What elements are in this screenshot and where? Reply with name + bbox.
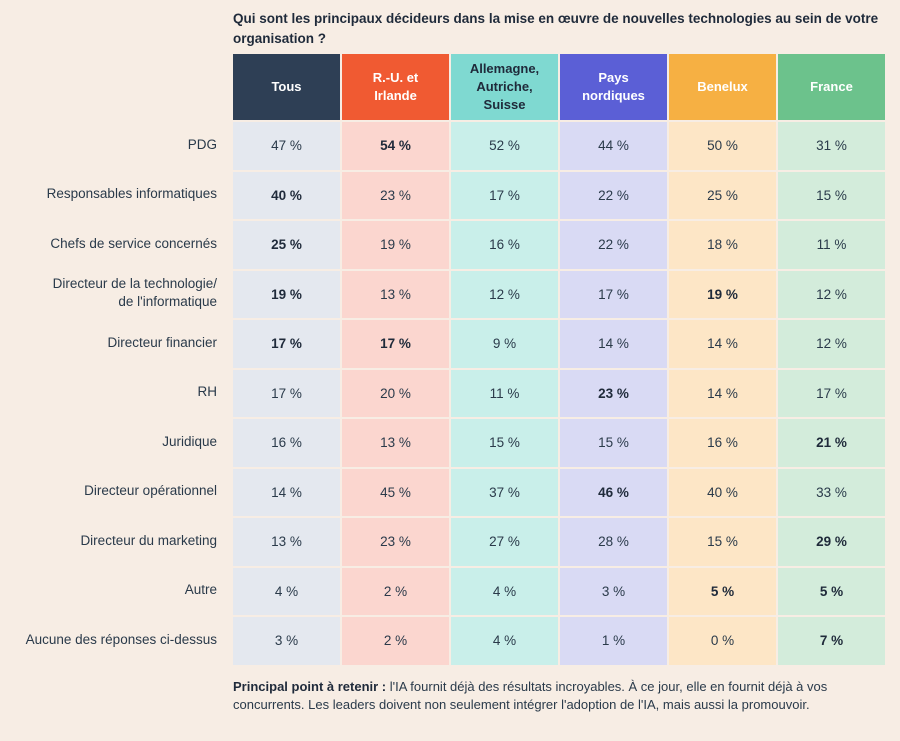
row-label: Directeur de la technologie/ de l'inform… [52, 276, 217, 310]
row-label: PDG [187, 136, 217, 152]
takeaway-text: l'IA fournit déjà des résultats incroyab… [233, 679, 828, 712]
table-cell: 14 % [560, 320, 667, 368]
table-cell: 16 % [233, 419, 340, 467]
table-cell: 23 % [342, 171, 449, 219]
row-label: Aucune des réponses ci-dessus [25, 631, 217, 647]
table-cell: 19 % [669, 270, 776, 318]
table-cell: 2 % [342, 567, 449, 615]
table-cell: 50 % [669, 122, 776, 170]
table-cell: 22 % [560, 221, 667, 269]
table-cell: 15 % [669, 518, 776, 566]
row-label: Autre [184, 582, 217, 598]
table-cell: 7 % [778, 617, 885, 665]
table-cell: 0 % [669, 617, 776, 665]
table-cell: 19 % [233, 270, 340, 318]
table-cell: 12 % [778, 270, 885, 318]
table-cell: 4 % [451, 567, 558, 615]
row-label: RH [197, 384, 218, 400]
table-cell: 17 % [560, 270, 667, 318]
column-header: Tous [233, 54, 340, 120]
table-cell: 29 % [778, 518, 885, 566]
table-cell: 25 % [233, 221, 340, 269]
row-label: Directeur du marketing [80, 532, 217, 548]
table-cell: 15 % [560, 419, 667, 467]
table-cell: 15 % [778, 171, 885, 219]
table-cell: 18 % [669, 221, 776, 269]
table-cell: 14 % [669, 320, 776, 368]
table-cell: 14 % [669, 369, 776, 417]
table-cell: 17 % [233, 320, 340, 368]
key-takeaway: Principal point à retenir : l'IA fournit… [233, 678, 873, 714]
takeaway-lead: Principal point à retenir : [233, 679, 387, 694]
table-cell: 28 % [560, 518, 667, 566]
table-cell: 4 % [233, 567, 340, 615]
table-cell: 40 % [233, 171, 340, 219]
table-cell: 13 % [342, 270, 449, 318]
table-corner [0, 54, 233, 120]
column-header: France [778, 54, 885, 120]
table-cell: 14 % [233, 468, 340, 516]
table-cell: 47 % [233, 122, 340, 170]
table-cell: 3 % [233, 617, 340, 665]
table-cell: 19 % [342, 221, 449, 269]
table-cell: 15 % [451, 419, 558, 467]
table-cell: 11 % [778, 221, 885, 269]
row-label: Directeur opérationnel [84, 483, 217, 499]
table-cell: 11 % [451, 369, 558, 417]
table-cell: 37 % [451, 468, 558, 516]
table-cell: 46 % [560, 468, 667, 516]
table-cell: 13 % [233, 518, 340, 566]
table-cell: 5 % [778, 567, 885, 615]
table-cell: 12 % [451, 270, 558, 318]
table-cell: 54 % [342, 122, 449, 170]
table-cell: 52 % [451, 122, 558, 170]
column-header: Pays nordiques [560, 54, 667, 120]
row-label: Juridique [162, 433, 217, 449]
table-cell: 31 % [778, 122, 885, 170]
table-cell: 2 % [342, 617, 449, 665]
row-label: Chefs de service concernés [50, 235, 217, 251]
row-label: Responsables informatiques [46, 186, 217, 202]
table-cell: 17 % [342, 320, 449, 368]
table-cell: 40 % [669, 468, 776, 516]
column-header: Allemagne, Autriche, Suisse [451, 54, 558, 120]
table-cell: 17 % [451, 171, 558, 219]
table-cell: 13 % [342, 419, 449, 467]
table-cell: 23 % [342, 518, 449, 566]
table-cell: 33 % [778, 468, 885, 516]
table-cell: 27 % [451, 518, 558, 566]
table-cell: 12 % [778, 320, 885, 368]
table-cell: 1 % [560, 617, 667, 665]
table-cell: 16 % [451, 221, 558, 269]
table-cell: 20 % [342, 369, 449, 417]
column-header: R.-U. et Irlande [342, 54, 449, 120]
table-cell: 16 % [669, 419, 776, 467]
table-cell: 23 % [560, 369, 667, 417]
table-cell: 25 % [669, 171, 776, 219]
column-header: Benelux [669, 54, 776, 120]
chart-title: Qui sont les principaux décideurs dans l… [233, 11, 879, 46]
table-cell: 17 % [233, 369, 340, 417]
row-label: Directeur financier [107, 334, 217, 350]
table-cell: 21 % [778, 419, 885, 467]
table-cell: 45 % [342, 468, 449, 516]
table-cell: 3 % [560, 567, 667, 615]
table-cell: 9 % [451, 320, 558, 368]
data-table: Tous R.-U. et Irlande Allemagne, Autriche,… [0, 54, 887, 665]
table-cell: 4 % [451, 617, 558, 665]
table-cell: 5 % [669, 567, 776, 615]
table-cell: 22 % [560, 171, 667, 219]
table-cell: 17 % [778, 369, 885, 417]
table-cell: 44 % [560, 122, 667, 170]
